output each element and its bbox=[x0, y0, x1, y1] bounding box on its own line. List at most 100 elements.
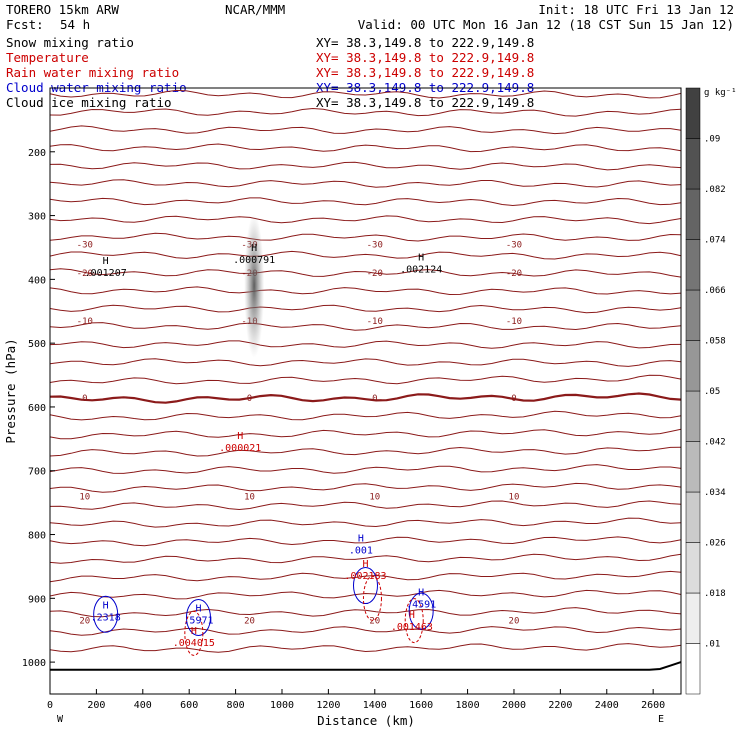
field-legend: Snow mixing ratio XY= 38.3,149.8 to 222.9… bbox=[6, 35, 534, 110]
rain-water-contour bbox=[362, 575, 382, 621]
colorbar-swatch bbox=[685, 87, 701, 139]
isotherm-line bbox=[49, 232, 682, 242]
cloud-water-contour bbox=[185, 598, 211, 636]
colorbar-tick-label: .05 bbox=[704, 387, 720, 397]
maximum-value: .5971 bbox=[183, 615, 213, 626]
maximum-value: .002124 bbox=[400, 265, 442, 276]
colorbar-tick-label: .01 bbox=[704, 640, 720, 650]
x-tick-label: 1200 bbox=[316, 700, 340, 711]
isotherm-line bbox=[49, 215, 682, 225]
isotherm-line bbox=[49, 304, 682, 314]
cloud-water-contour bbox=[353, 567, 378, 605]
x-tick-label: 0 bbox=[47, 700, 53, 711]
colorbar-swatch bbox=[685, 390, 701, 442]
isotherm-label: -20 bbox=[506, 269, 522, 279]
field-xy: XY= 38.3,149.8 to 222.9,149.8 bbox=[316, 65, 534, 80]
maximum-marker: H bbox=[103, 600, 109, 611]
maximum-marker: H bbox=[362, 559, 368, 570]
isotherm-line bbox=[49, 179, 682, 188]
field-name: Temperature bbox=[6, 50, 89, 65]
colorbar-swatch bbox=[685, 491, 701, 543]
field-name: Rain water mixing ratio bbox=[6, 65, 179, 80]
y-tick-label: 700 bbox=[28, 467, 46, 478]
isotherm-label: 20 bbox=[79, 617, 90, 627]
colorbar-tick-label: .082 bbox=[704, 185, 726, 195]
colorbar-unit: g kg⁻¹ bbox=[704, 88, 737, 98]
field-name: Snow mixing ratio bbox=[6, 35, 134, 50]
x-tick-label: 1400 bbox=[363, 700, 387, 711]
isotherm-line bbox=[49, 482, 682, 493]
valid-time: Valid: 00 UTC Mon 16 Jan 12 (18 CST Sun … bbox=[358, 17, 734, 32]
maximum-marker: H bbox=[418, 588, 424, 599]
isotherm-line bbox=[49, 517, 682, 528]
colorbar-tick-label: .058 bbox=[704, 337, 726, 347]
maximum-marker: H bbox=[418, 253, 424, 264]
isotherm-line bbox=[49, 643, 682, 653]
x-tick-label: 2200 bbox=[548, 700, 572, 711]
isotherm-label: 10 bbox=[244, 492, 255, 502]
maximum-marker: H bbox=[195, 603, 201, 614]
field-xy: XY= 38.3,149.8 to 222.9,149.8 bbox=[316, 35, 534, 50]
x-axis-label: Distance (km) bbox=[317, 713, 415, 728]
maximum-value: .000791 bbox=[233, 255, 275, 266]
x-tick-label: 2600 bbox=[641, 700, 665, 711]
colorbar-swatch bbox=[685, 138, 701, 190]
x-tick-label: 200 bbox=[87, 700, 105, 711]
maximum-marker: H bbox=[237, 431, 243, 442]
maximum-value: .001 bbox=[349, 545, 373, 556]
x-tick-label: 400 bbox=[134, 700, 152, 711]
isotherm-line bbox=[49, 107, 682, 117]
x-tick-label: 1000 bbox=[270, 700, 294, 711]
x-end-label-west: W bbox=[57, 714, 64, 725]
y-tick-label: 800 bbox=[28, 531, 46, 542]
isotherm-label: -10 bbox=[506, 317, 522, 327]
isotherm-line bbox=[49, 464, 682, 474]
isotherm-line bbox=[49, 358, 682, 367]
isotherm-label: 10 bbox=[369, 492, 380, 502]
isotherm-label: -30 bbox=[77, 240, 93, 250]
field-name: Cloud ice mixing ratio bbox=[6, 95, 172, 110]
maximum-value: .001463 bbox=[391, 622, 433, 633]
colorbar-swatch bbox=[685, 542, 701, 594]
y-tick-label: 1000 bbox=[22, 658, 46, 669]
isotherm-label: 10 bbox=[79, 492, 90, 502]
isotherm-label: 0 bbox=[247, 394, 252, 404]
colorbar-swatch bbox=[685, 643, 701, 695]
isotherm-label: -10 bbox=[367, 317, 383, 327]
maximum-value: .2318 bbox=[91, 612, 121, 623]
y-tick-label: 300 bbox=[28, 212, 46, 223]
y-tick-label: 600 bbox=[28, 403, 46, 414]
maximum-value: .000021 bbox=[219, 443, 261, 454]
field-xy: XY= 38.3,149.8 to 222.9,149.8 bbox=[316, 50, 534, 65]
maximum-value: .001207 bbox=[85, 268, 127, 279]
fcst-label: Fcst: bbox=[6, 17, 44, 32]
rain-water-contour bbox=[184, 610, 204, 656]
colorbar-tick-label: .066 bbox=[704, 286, 726, 296]
maximum-marker: H bbox=[251, 243, 257, 254]
y-tick-label: 400 bbox=[28, 275, 46, 286]
isotherm-label: 20 bbox=[244, 617, 255, 627]
colorbar: .01 .018 .026 .034 .042 .05 .058 .066 .074 .082 .0… bbox=[685, 87, 726, 695]
isotherm-label: 20 bbox=[369, 617, 380, 627]
maximum-marker: H bbox=[191, 626, 197, 637]
snow-plume bbox=[244, 213, 265, 358]
isotherm-line bbox=[49, 536, 682, 547]
maximum-value: .002183 bbox=[344, 571, 386, 582]
isotherm-line bbox=[49, 553, 682, 564]
terrain-line bbox=[50, 661, 682, 671]
colorbar-tick-label: .018 bbox=[704, 589, 726, 599]
model-title: TORERO 15km ARW bbox=[6, 2, 119, 17]
colorbar-swatch bbox=[685, 441, 701, 493]
isotherm-line bbox=[49, 340, 682, 349]
isotherm-line bbox=[49, 607, 682, 618]
colorbar-tick-label: .09 bbox=[704, 135, 720, 145]
maximum-marker: H bbox=[358, 533, 364, 544]
isotherm-line bbox=[49, 161, 682, 171]
axes: 0 200 400 600 800 1000 1200 1400 1600 1800 2000 220… bbox=[22, 148, 665, 725]
isotherm-label: -20 bbox=[77, 269, 93, 279]
x-tick-label: 2000 bbox=[502, 700, 526, 711]
colorbar-tick-label: .034 bbox=[704, 488, 726, 498]
colorbar-swatch bbox=[685, 239, 701, 291]
cloud-water-contour bbox=[408, 592, 434, 630]
